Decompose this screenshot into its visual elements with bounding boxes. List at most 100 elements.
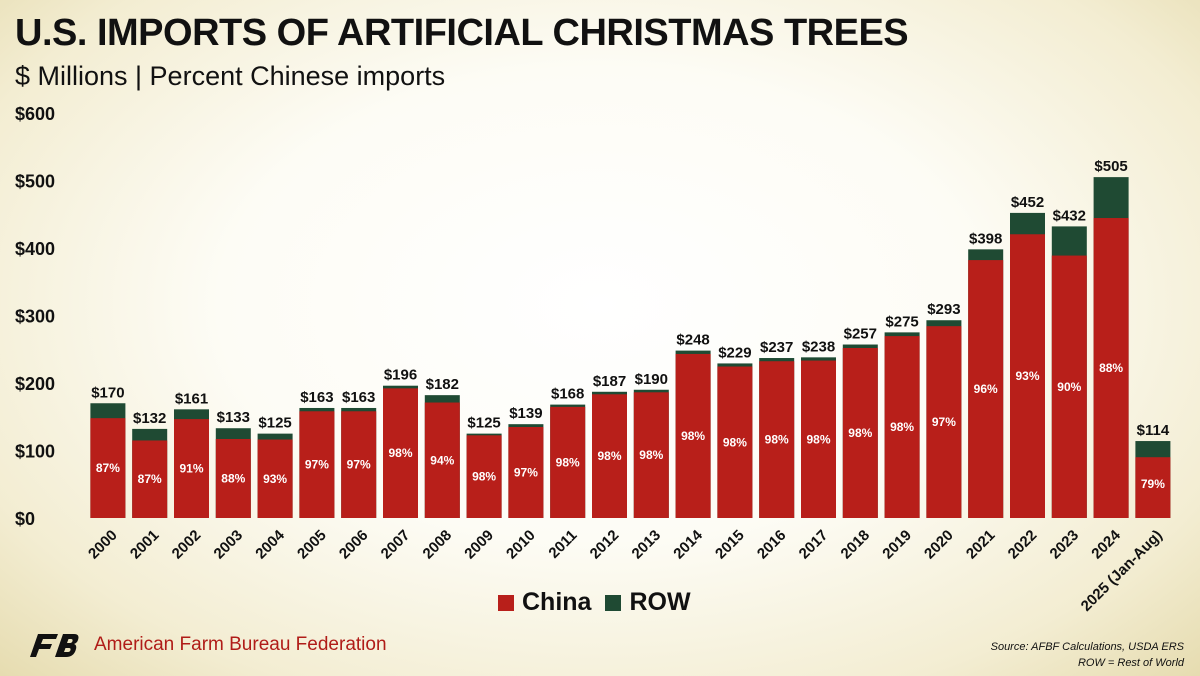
china-percent-label: 98% [848,426,872,440]
china-percent-label: 96% [974,382,998,396]
x-tick-label: 2019 [879,527,915,563]
row-swatch [605,594,622,611]
y-tick-label: $400 [15,239,55,259]
china-bar-segment [550,406,586,518]
bar-total-label: $163 [300,389,333,406]
bar-total-label: $161 [175,390,208,407]
fb-logo-icon [30,634,79,657]
bar-total-label: $237 [760,339,793,356]
x-tick-label: 2020 [921,527,957,563]
y-tick-label: $300 [15,307,55,327]
chart-subtitle: $ Millions | Percent Chinese imports [15,61,446,91]
afbf-logo: American Farm Bureau Federation [28,632,387,658]
x-tick-label: 2000 [85,527,121,563]
row-definition: ROW = Rest of World [1077,657,1184,669]
y-tick-label: $200 [15,374,55,394]
china-percent-label: 98% [890,420,914,434]
china-bar-segment [1093,218,1129,518]
bar-total-label: $182 [426,376,459,393]
china-percent-label: 98% [556,455,580,469]
legend-item-row: ROW [605,588,691,617]
bar-total-label: $432 [1053,207,1086,224]
x-tick-label: 2010 [503,527,539,563]
china-percent-label: 97% [514,465,538,479]
bar-total-label: $133 [217,409,250,426]
bar-total-label: $187 [593,373,626,390]
china-percent-label: 90% [1057,380,1081,394]
china-percent-label: 97% [347,458,371,472]
china-bar-segment [1135,457,1171,518]
x-tick-label: 2003 [211,527,247,563]
china-bar-segment [1051,255,1087,518]
china-bar-segment [132,440,168,518]
y-tick-label: $0 [15,509,35,529]
bar-total-label: $229 [718,344,751,361]
y-tick-label: $600 [15,104,55,124]
china-percent-label: 98% [806,432,830,446]
bar-total-label: $238 [802,338,835,355]
china-bar-segment [633,392,669,518]
china-bar-segment [592,394,627,518]
china-percent-label: 93% [1015,369,1039,383]
china-percent-label: 98% [597,449,621,463]
bar-total-label: $248 [676,332,709,349]
x-tick-label: 2015 [712,527,748,563]
source-note: Source: AFBF Calculations, USDA ERS ROW … [991,639,1184,671]
bar-total-label: $505 [1094,158,1127,175]
china-percent-label: 97% [305,458,329,472]
china-bar-segment [842,347,878,518]
china-bar-segment [299,411,335,518]
china-percent-label: 98% [723,435,747,449]
china-percent-label: 94% [430,453,454,467]
x-tick-label: 2021 [963,527,999,563]
x-tick-label: 2009 [461,527,497,563]
bar-total-label: $170 [91,384,124,401]
china-bar-segment [508,426,544,518]
china-bar-segment [675,353,711,518]
bar-total-label: $163 [342,389,375,406]
x-tick-label: 2007 [378,527,414,563]
x-tick-label: 2016 [754,527,790,563]
bar-total-label: $275 [885,313,918,330]
bar-total-label: $452 [1011,194,1044,211]
china-percent-label: 87% [96,461,120,475]
chart-title: U.S. IMPORTS OF ARTIFICIAL CHRISTMAS TRE… [15,12,909,54]
y-tick-label: $100 [15,442,55,462]
x-tick-label: 2001 [127,527,163,563]
china-percent-label: 88% [221,471,245,485]
china-percent-label: 93% [263,472,287,486]
x-tick-label: 2023 [1047,527,1083,563]
bar-total-label: $293 [927,301,960,318]
bar-total-label: $257 [844,326,877,343]
china-bar-segment [884,336,920,518]
china-swatch [498,594,514,611]
x-tick-label: 2006 [336,527,372,563]
x-tick-label: 2002 [169,527,205,563]
bar-total-label: $190 [635,371,668,388]
china-bar-segment [759,361,795,518]
y-tick-label: $500 [15,172,55,192]
bar-total-label: $125 [467,415,500,432]
legend-label-china: China [522,588,592,616]
x-tick-label: 2018 [838,527,874,563]
china-bar-segment [257,439,293,518]
bar-total-label: $139 [509,405,542,422]
china-percent-label: 87% [138,472,162,486]
china-bar-segment [424,402,460,518]
chart-legend: China ROW [498,588,691,617]
china-percent-label: 98% [388,446,412,460]
bar-total-label: $196 [384,367,417,384]
x-tick-label: 2017 [796,527,832,563]
x-tick-label: 2012 [587,527,623,563]
x-tick-label: 2011 [545,527,580,562]
china-percent-label: 79% [1141,477,1165,491]
source-line: Source: AFBF Calculations, USDA ERS [990,641,1184,653]
legend-item-china: China [498,588,591,617]
x-tick-label: 2022 [1005,527,1041,563]
china-percent-label: 97% [932,415,956,429]
china-bar-segment [926,326,962,518]
org-name: American Farm Bureau Federation [94,634,387,655]
bar-total-label: $125 [258,415,291,432]
china-bar-segment [801,360,836,518]
china-bar-segment [383,388,418,518]
